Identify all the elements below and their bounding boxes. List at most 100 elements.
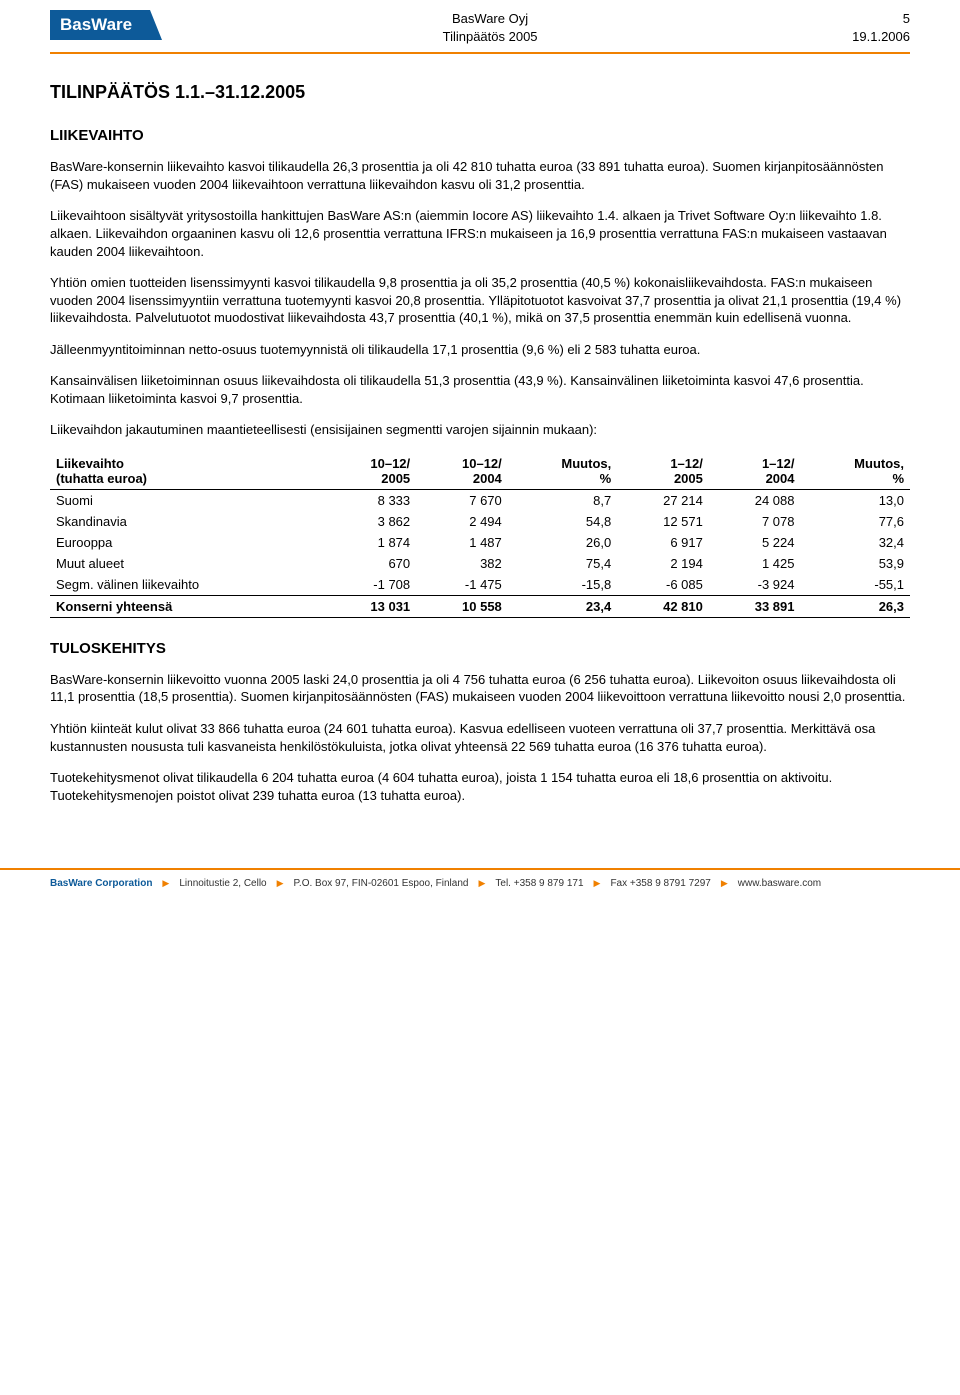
cell: 8 333 [325,489,417,511]
cell: 7 670 [416,489,508,511]
revenue-table: Liikevaihto (tuhatta euroa) 10–12/ 2005 … [50,453,910,618]
triangle-icon: ▶ [478,878,485,889]
cell: 2 494 [416,511,508,532]
page-footer: BasWare Corporation ▶ Linnoitustie 2, Ce… [0,868,960,897]
cell: 32,4 [800,532,910,553]
col-header-line: (tuhatta euroa) [56,471,147,486]
cell: 13,0 [800,489,910,511]
paragraph: Yhtiön kiinteät kulut olivat 33 866 tuha… [50,720,910,755]
page-number: 5 [830,10,910,28]
cell: 12 571 [617,511,709,532]
paragraph: BasWare-konsernin liikevoitto vuonna 200… [50,671,910,706]
col-header-line: 2004 [473,471,502,486]
col-header: 1–12/ 2005 [617,453,709,490]
cell: 26,0 [508,532,617,553]
col-header-line: 10–12/ [462,456,502,471]
cell: 33 891 [709,595,801,617]
col-header-line: 1–12/ [762,456,795,471]
cell: -3 924 [709,574,801,596]
table-row: Skandinavia3 8622 49454,812 5717 07877,6 [50,511,910,532]
page-title: TILINPÄÄTÖS 1.1.–31.12.2005 [50,82,910,103]
page-header: BasWare BasWare Oyj Tilinpäätös 2005 5 1… [50,0,910,54]
paragraph: Yhtiön omien tuotteiden lisenssimyynti k… [50,274,910,327]
col-header-line: Muutos, [854,456,904,471]
cell: 23,4 [508,595,617,617]
table-row: Segm. välinen liikevaihto-1 708-1 475-15… [50,574,910,596]
col-header-line: 2005 [381,471,410,486]
cell: 670 [325,553,417,574]
cell: -1 708 [325,574,417,596]
footer-address: Linnoitustie 2, Cello [179,878,266,889]
col-header-line: 10–12/ [370,456,410,471]
doc-title: Tilinpäätös 2005 [190,28,790,46]
col-header: 1–12/ 2004 [709,453,801,490]
footer-pobox: P.O. Box 97, FIN-02601 Espoo, Finland [294,878,469,889]
col-header-line: 1–12/ [670,456,703,471]
cell: Konserni yhteensä [50,595,325,617]
paragraph: BasWare-konsernin liikevaihto kasvoi til… [50,158,910,193]
paragraph: Liikevaihtoon sisältyvät yritysostoilla … [50,207,910,260]
triangle-icon: ▶ [277,878,284,889]
footer-brand: BasWare Corporation [50,878,152,889]
cell: 3 862 [325,511,417,532]
col-header-line: Liikevaihto [56,456,124,471]
triangle-icon: ▶ [721,878,728,889]
table-row: Eurooppa1 8741 48726,06 9175 22432,4 [50,532,910,553]
cell: -55,1 [800,574,910,596]
header-date: 19.1.2006 [830,28,910,46]
table-total-row: Konserni yhteensä 13 031 10 558 23,4 42 … [50,595,910,617]
footer-tel: Tel. +358 9 879 171 [495,878,583,889]
cell: -6 085 [617,574,709,596]
cell: 13 031 [325,595,417,617]
cell: -1 475 [416,574,508,596]
cell: 27 214 [617,489,709,511]
cell: 26,3 [800,595,910,617]
cell: 8,7 [508,489,617,511]
paragraph: Kansainvälisen liiketoiminnan osuus liik… [50,372,910,407]
col-header-line: 2005 [674,471,703,486]
company-name: BasWare Oyj [190,10,790,28]
col-header: 10–12/ 2005 [325,453,417,490]
cell: 77,6 [800,511,910,532]
cell: 24 088 [709,489,801,511]
table-row: Muut alueet67038275,42 1941 42553,9 [50,553,910,574]
triangle-icon: ▶ [594,878,601,889]
paragraph: Tuotekehitysmenot olivat tilikaudella 6 … [50,769,910,804]
logo-text: BasWare [60,15,132,35]
cell: Eurooppa [50,532,325,553]
cell: Skandinavia [50,511,325,532]
cell: 1 487 [416,532,508,553]
col-header-line: 2004 [766,471,795,486]
cell: 5 224 [709,532,801,553]
cell: 42 810 [617,595,709,617]
cell: Suomi [50,489,325,511]
header-right: 5 19.1.2006 [830,10,910,46]
col-header: Muutos, % [508,453,617,490]
cell: 7 078 [709,511,801,532]
cell: 53,9 [800,553,910,574]
triangle-icon: ▶ [162,878,169,889]
section-liikevaihto: LIIKEVAIHTO [50,127,910,144]
cell: Muut alueet [50,553,325,574]
col-header-line: Muutos, [561,456,611,471]
cell: -15,8 [508,574,617,596]
cell: 1 874 [325,532,417,553]
col-header: Liikevaihto (tuhatta euroa) [50,453,325,490]
col-header: Muutos, % [800,453,910,490]
cell: Segm. välinen liikevaihto [50,574,325,596]
table-row: Suomi8 3337 6708,727 21424 08813,0 [50,489,910,511]
cell: 1 425 [709,553,801,574]
logo: BasWare [50,10,150,40]
cell: 6 917 [617,532,709,553]
section-tuloskehitys: TULOSKEHITYS [50,640,910,657]
paragraph: Jälleenmyyntitoiminnan netto-osuus tuote… [50,341,910,359]
cell: 75,4 [508,553,617,574]
header-center: BasWare Oyj Tilinpäätös 2005 [150,10,830,46]
col-header-line: % [892,471,904,486]
paragraph: Liikevaihdon jakautuminen maantieteellis… [50,421,910,439]
cell: 10 558 [416,595,508,617]
footer-web: www.basware.com [738,878,821,889]
footer-fax: Fax +358 9 8791 7297 [610,878,710,889]
col-header: 10–12/ 2004 [416,453,508,490]
cell: 54,8 [508,511,617,532]
